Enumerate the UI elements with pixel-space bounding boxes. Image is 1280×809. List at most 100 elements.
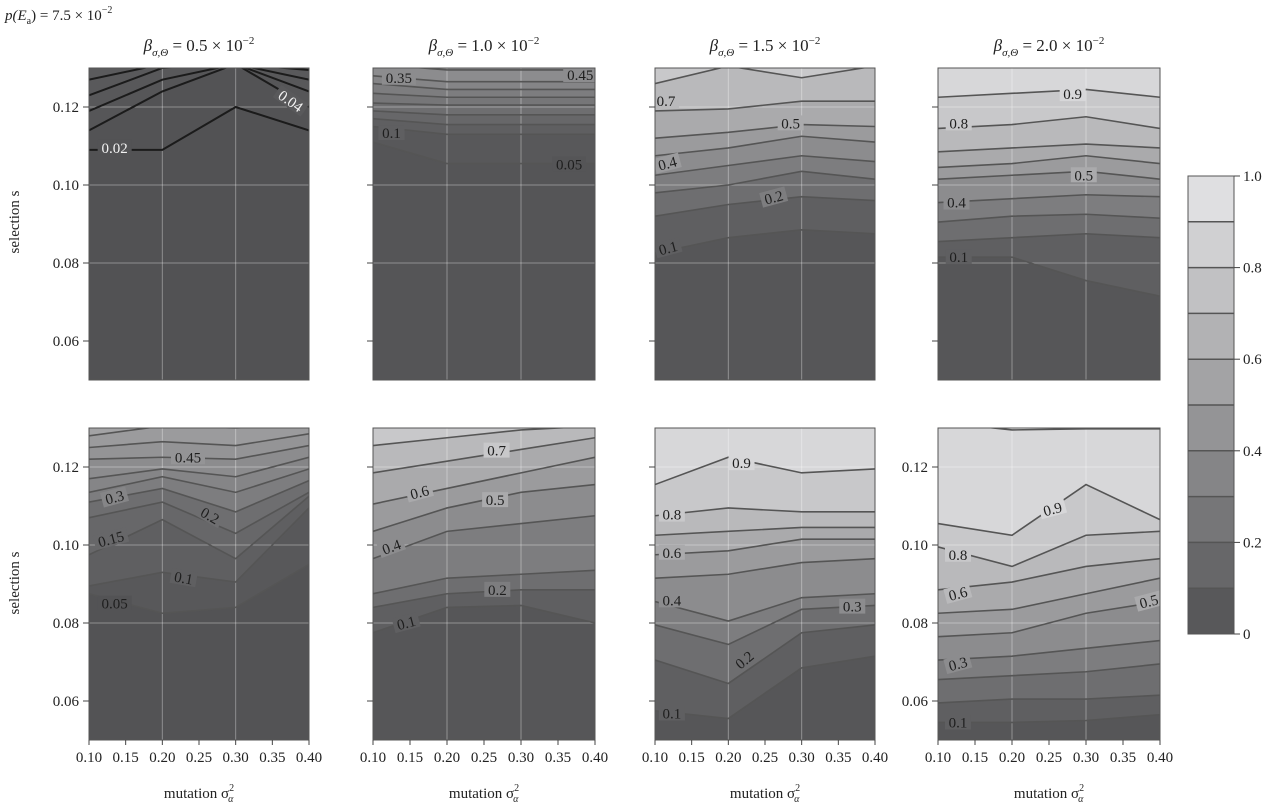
contour-line bbox=[938, 213, 1160, 223]
x-tick-label: 0.40 bbox=[296, 750, 322, 766]
contour-label-bg bbox=[759, 186, 789, 208]
contour-line bbox=[938, 115, 1160, 130]
contour-label: 0.1 bbox=[657, 239, 679, 259]
probability-header: p(Ea) = 7.5 × 10−2 bbox=[4, 5, 112, 27]
colorbar-band bbox=[1188, 405, 1234, 452]
x-axis-label: mutation σ2 α bbox=[730, 783, 800, 805]
contour-line bbox=[655, 557, 875, 579]
contour-label-bg bbox=[655, 93, 679, 109]
x-tick-label: 0.40 bbox=[862, 750, 888, 766]
contour-label: 0.6 bbox=[947, 584, 970, 604]
contour-line bbox=[655, 592, 875, 622]
colorbar-tick-label: 0.6 bbox=[1243, 352, 1262, 368]
contour-label: 0.9 bbox=[732, 456, 751, 472]
column-title: βσ,Θ = 1.5 × 10−2 bbox=[709, 35, 821, 59]
column-title: βσ,Θ = 0.5 × 10−2 bbox=[143, 35, 255, 59]
contour-line bbox=[938, 193, 1160, 204]
y-tick-label: 0.10 bbox=[902, 538, 928, 554]
contour-label: 0.5 bbox=[1138, 592, 1160, 612]
contour-line bbox=[655, 604, 875, 646]
contour-band bbox=[938, 428, 1160, 536]
x-tick-label: 0.30 bbox=[508, 750, 534, 766]
contour-label: 0.7 bbox=[657, 94, 676, 110]
colorbar: 0 0.2 0.4 0.6 0.8 1.0 bbox=[1187, 169, 1262, 643]
y-tick-label: 0.12 bbox=[53, 100, 79, 116]
contour-line bbox=[373, 428, 574, 447]
contour-line bbox=[655, 100, 875, 112]
contour-label-bg bbox=[658, 544, 685, 560]
contour-label-bg bbox=[381, 69, 416, 85]
contour-line bbox=[655, 170, 875, 194]
colorbar-tick-label: 0.2 bbox=[1243, 535, 1262, 551]
contour-line bbox=[938, 143, 1160, 153]
contour-label-bg bbox=[945, 115, 972, 131]
x-tick-label: 0.35 bbox=[1110, 750, 1136, 766]
contour-label-bg bbox=[484, 581, 511, 597]
contour-line bbox=[655, 154, 875, 177]
contour-label: 0.2 bbox=[488, 583, 507, 599]
contour-label: 0.4 bbox=[662, 593, 681, 609]
contour-label: 0.35 bbox=[386, 71, 412, 87]
contour-label-bg bbox=[376, 534, 407, 558]
contour-label: 0.8 bbox=[949, 116, 968, 132]
contour-label: 0.5 bbox=[486, 493, 505, 509]
x-tick-label: 0.40 bbox=[1147, 750, 1173, 766]
contour-line bbox=[938, 557, 1160, 591]
contour-label: 0.1 bbox=[173, 570, 194, 589]
contour-line bbox=[655, 135, 875, 157]
contour-line bbox=[373, 125, 595, 136]
column-title: βσ,Θ = 1.0 × 10−2 bbox=[428, 35, 540, 59]
contour-line bbox=[938, 639, 1160, 661]
contour-line bbox=[985, 428, 1160, 431]
x-tick-label: 0.15 bbox=[679, 750, 705, 766]
colorbar-tick-label: 1.0 bbox=[1243, 169, 1262, 185]
contour-label: 0.45 bbox=[567, 68, 593, 84]
contour-label-bg bbox=[100, 486, 130, 508]
contour-label: 0.7 bbox=[487, 444, 506, 460]
contour-band bbox=[993, 428, 1160, 430]
contour-line bbox=[938, 232, 1160, 243]
contour-line bbox=[655, 655, 875, 720]
y-axis-label-bottom: selection s bbox=[7, 551, 23, 614]
contour-label: 0.45 bbox=[175, 450, 201, 466]
contour-band bbox=[89, 68, 309, 111]
colorbar-band bbox=[1188, 450, 1234, 498]
x-tick-label: 0.35 bbox=[825, 750, 851, 766]
contour-label-bg bbox=[1070, 167, 1097, 183]
contour-line bbox=[655, 507, 875, 517]
contour-line bbox=[938, 88, 1160, 99]
contour-line bbox=[655, 229, 875, 255]
contour-label-bg bbox=[943, 582, 973, 604]
contour-label-bg bbox=[944, 546, 971, 562]
contour-label: 0.3 bbox=[843, 600, 862, 616]
contour-line bbox=[373, 110, 595, 116]
contour-label-bg bbox=[552, 156, 587, 172]
colorbar-band bbox=[1188, 221, 1234, 269]
contour-band bbox=[89, 428, 236, 436]
contour-line bbox=[938, 663, 1160, 681]
x-axis-label: mutation σ2 α bbox=[164, 783, 234, 805]
contour-label-bg bbox=[658, 506, 685, 522]
contour-line bbox=[655, 624, 875, 685]
contour-label-bg bbox=[1038, 498, 1068, 520]
contour-line bbox=[373, 569, 595, 595]
contour-line bbox=[373, 92, 595, 99]
contour-line bbox=[938, 256, 1160, 297]
x-tick-label: 0.20 bbox=[999, 750, 1025, 766]
colorbar-frame bbox=[1187, 175, 1235, 635]
contour-label: 0.15 bbox=[97, 529, 126, 551]
x-tick-label: 0.30 bbox=[789, 750, 815, 766]
contour-label: 0.9 bbox=[1063, 87, 1082, 103]
x-tick-label: 0.20 bbox=[149, 750, 175, 766]
contour-line bbox=[373, 117, 595, 126]
contour-panel: 0.450.30.20.150.10.050.060.080.100.120.1… bbox=[53, 427, 322, 805]
contour-line bbox=[373, 514, 595, 560]
y-tick-label: 0.10 bbox=[53, 178, 79, 194]
x-tick-label: 0.20 bbox=[715, 750, 741, 766]
column-title: βσ,Θ = 2.0 × 10−2 bbox=[993, 35, 1105, 59]
contour-band bbox=[655, 68, 863, 84]
contour-line bbox=[655, 68, 868, 85]
x-tick-label: 0.25 bbox=[752, 750, 778, 766]
contour-label: 0.6 bbox=[662, 546, 681, 562]
